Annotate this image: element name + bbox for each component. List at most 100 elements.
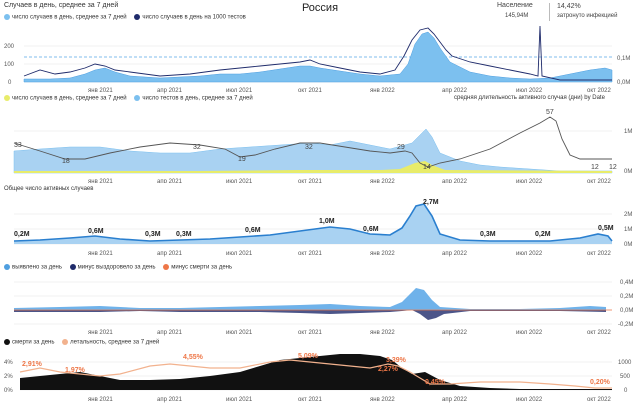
panel5-legend: смерти за день летальность, среднее за 7… (4, 339, 165, 347)
p5-label: 3,39% (386, 357, 407, 364)
x-tick: июл 2021 (226, 179, 253, 183)
p1-yright-tick: 0,1M (617, 56, 630, 62)
panel1-chart: 200 100 0 0,1M 0,0M янв 2021 апр 2021 ию… (4, 25, 630, 94)
p3-yright-tick: 1M (624, 227, 632, 233)
legend-item[interactable]: число тестов в день, среднее за 7 дней (134, 95, 253, 103)
p5-yleft-tick: 0% (4, 388, 13, 394)
x-tick: июл 2022 (516, 179, 543, 183)
p2-label: 32 (305, 144, 313, 151)
p4-yright-tick: 0,0M (620, 308, 633, 314)
x-tick: окт 2021 (298, 397, 322, 403)
panel4-gridlines (14, 281, 612, 325)
x-tick: янв 2022 (370, 179, 395, 183)
p3-yright-tick: 0M (624, 242, 632, 248)
x-tick: апр 2022 (442, 330, 468, 336)
p5-label: 2,91% (22, 361, 43, 368)
x-tick: янв 2022 (370, 397, 395, 403)
legend-item[interactable]: число случаев в день на 1000 тестов (134, 14, 246, 22)
infected-label: затронуто инфекцией (557, 13, 618, 19)
x-tick: июл 2021 (226, 251, 253, 257)
p2-label: 19 (238, 156, 246, 163)
panel4-legend: выявлено за день минус выздоровело за де… (4, 264, 238, 272)
p2-yright-tick: 1M (624, 129, 632, 135)
p5-yright-tick: 0 (624, 388, 628, 394)
panel2-chart: 33 18 32 19 32 29 14 57 12 12 1M 0M янв … (13, 109, 632, 183)
x-tick: апр 2022 (442, 88, 468, 94)
p3-active-area (14, 204, 612, 244)
x-tick: июл 2022 (516, 88, 543, 94)
legend-item[interactable]: минус выздоровело за день (69, 264, 156, 272)
p1-per1000-line (23, 25, 612, 81)
p3-label: 0,5M (598, 225, 614, 232)
p5-xaxis: янв 2021 апр 2021 июл 2021 окт 2021 янв … (88, 397, 611, 403)
legend-item[interactable]: летальность, среднее за 7 дней (62, 339, 159, 347)
p5-label: 0,45% (425, 379, 446, 386)
p3-active-line (13, 203, 613, 242)
p2-yright-tick: 0M (624, 169, 632, 175)
population-label: Население (497, 2, 533, 9)
p1-yleft-tick: 100 (4, 62, 15, 68)
x-tick: апр 2022 (442, 251, 468, 257)
legend-item[interactable]: смерти за день (4, 339, 54, 347)
header-divider (549, 3, 550, 21)
p2-label: 32 (193, 144, 201, 151)
x-tick: апр 2021 (157, 251, 183, 257)
p3-xaxis: янв 2021 апр 2021 июл 2021 окт 2021 янв … (88, 251, 611, 257)
p3-label: 0,6M (88, 228, 104, 235)
panel2-right-title: средняя длительность активного случая (д… (454, 95, 605, 101)
p4-xaxis: янв 2021 апр 2021 июл 2021 окт 2021 янв … (88, 330, 611, 336)
x-tick: апр 2021 (157, 330, 183, 336)
navy-dot-icon (134, 14, 141, 20)
x-tick: апр 2022 (442, 179, 468, 183)
p5-yleft-tick: 4% (4, 360, 13, 366)
x-tick: янв 2022 (370, 88, 395, 94)
p3-yright-tick: 2M (624, 212, 632, 218)
p3-label: 1,0M (319, 218, 335, 225)
panel4-chart: 0,4M 0,2M 0,0M -0,2M янв 2021 апр 2021 и… (14, 280, 633, 336)
x-tick: окт 2022 (587, 330, 611, 336)
x-tick: апр 2022 (442, 397, 468, 403)
panel5-chart: 2,91% 1,97% 4,55% 5,09% 3,39% 2,27% 0,45… (4, 353, 632, 403)
p5-yright-tick: 500 (620, 374, 631, 380)
p1-yright-tick: 0,0M (617, 80, 630, 86)
p2-label: 12 (609, 164, 617, 171)
p5-label: 1,97% (65, 367, 86, 374)
x-tick: янв 2022 (370, 251, 395, 257)
x-tick: окт 2021 (298, 179, 322, 183)
salmon-dot-icon (62, 339, 69, 345)
legend-item[interactable]: выявлено за день (4, 264, 62, 272)
legend-item[interactable]: число случаев в день, среднее за 7 дней (4, 14, 127, 22)
population-value: 145,94M (505, 13, 529, 19)
p5-label: 0,20% (590, 379, 611, 386)
p3-label: 0,3M (145, 231, 161, 238)
p3-label: 0,2M (14, 231, 30, 238)
x-tick: апр 2021 (157, 88, 183, 94)
p4-detected-area (14, 288, 606, 310)
x-tick: июл 2021 (226, 330, 253, 336)
p1-xaxis: янв 2021 апр 2021 июл 2021 окт 2021 янв … (88, 88, 611, 94)
x-tick: апр 2021 (157, 179, 183, 183)
p3-label: 0,3M (176, 231, 192, 238)
panel3-chart: 0,2M 0,6M 0,3M 0,3M 0,6M 1,0M 0,6M 2,7M … (13, 199, 632, 257)
legend-item[interactable]: число случаев в день, среднее за 7 дней (4, 95, 127, 103)
black-dot-icon (4, 339, 10, 345)
p1-yleft-tick: 0 (8, 80, 12, 86)
x-tick: окт 2022 (587, 179, 611, 183)
x-tick: окт 2022 (587, 397, 611, 403)
p2-label: 12 (591, 164, 599, 171)
panel1-legend: число случаев в день, среднее за 7 дней … (4, 14, 252, 22)
p5-yright-tick: 1000 (618, 360, 632, 366)
p2-label: 14 (423, 164, 431, 171)
x-tick: янв 2021 (88, 251, 113, 257)
yellow-dot-icon (4, 95, 10, 101)
panel2-legend: число случаев в день, среднее за 7 дней … (4, 95, 259, 103)
panel1-title: Случаев в день, среднее за 7 дней (4, 2, 119, 9)
p2-label: 57 (546, 109, 554, 116)
p3-label: 0,6M (245, 227, 261, 234)
p5-label: 5,09% (298, 353, 319, 360)
x-tick: окт 2021 (298, 251, 322, 257)
x-tick: апр 2021 (157, 397, 183, 403)
p3-label: 2,7M (423, 199, 439, 206)
p2-tests-area (13, 128, 613, 174)
legend-item[interactable]: минус смерти за день (163, 264, 232, 272)
